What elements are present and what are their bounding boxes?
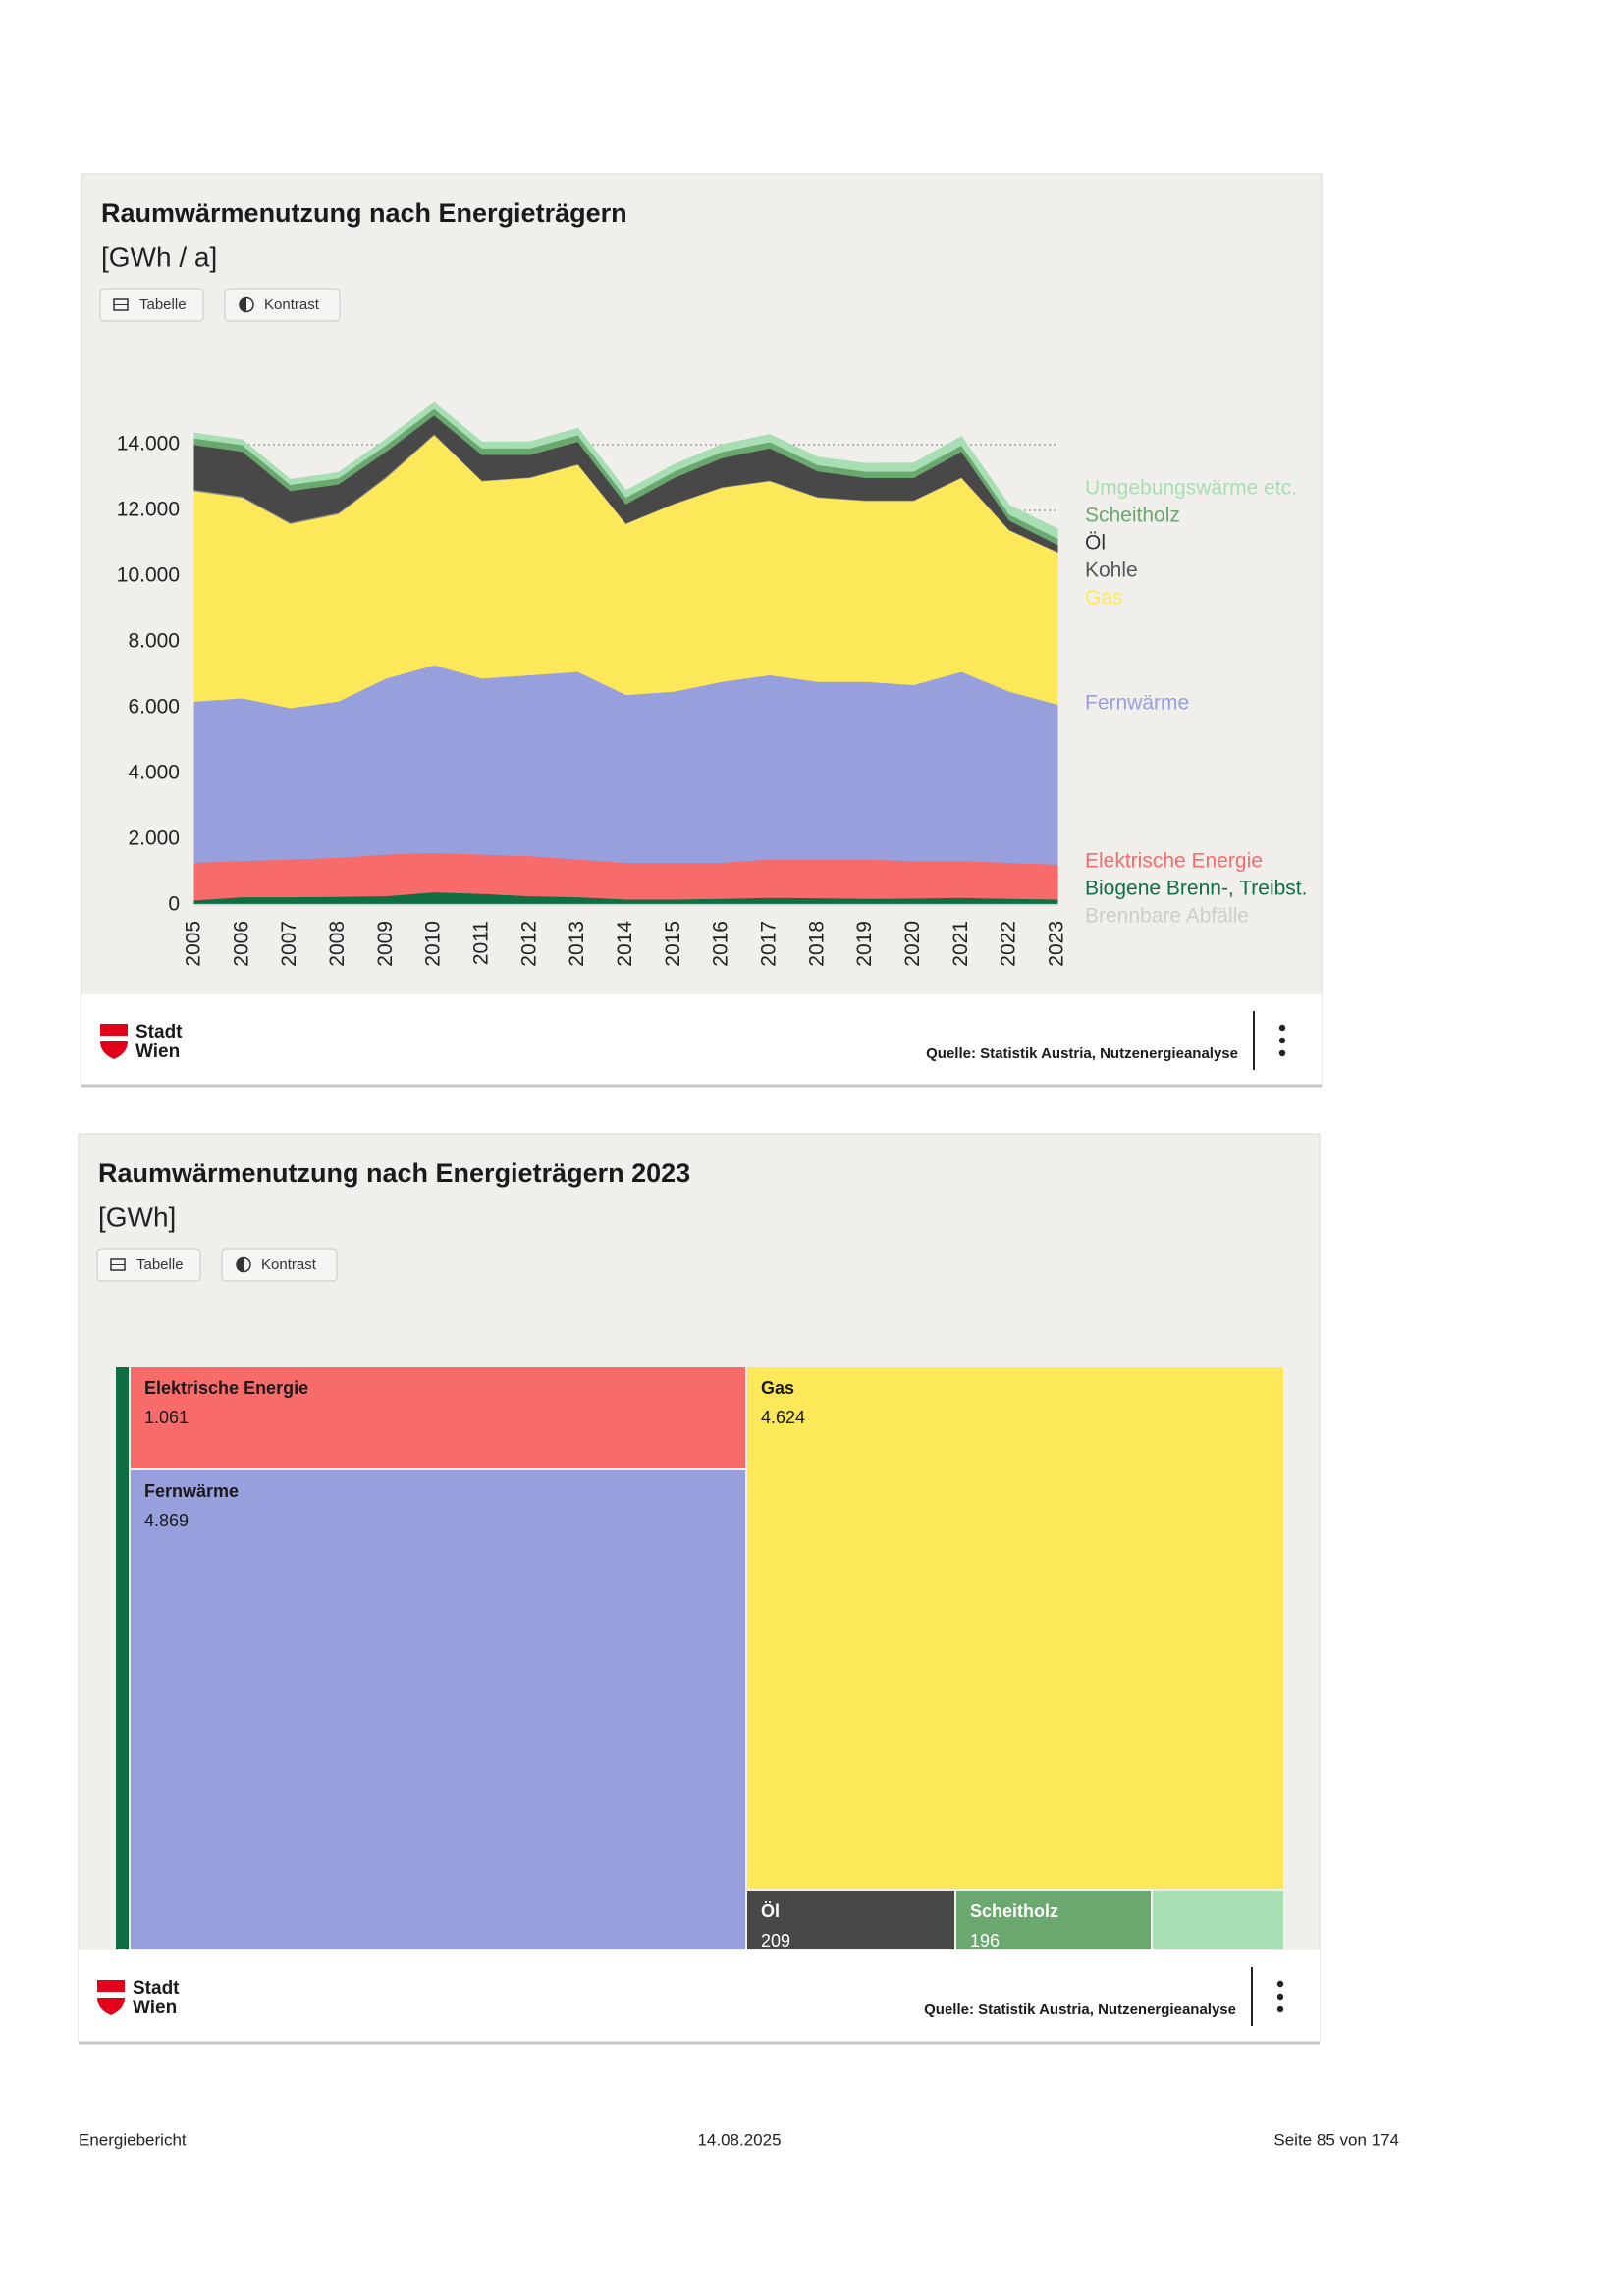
- contrast-icon: [240, 297, 246, 312]
- menu-dot: [1278, 1049, 1286, 1057]
- x-tick-label: 2021: [949, 921, 972, 967]
- x-tick-label: 2012: [517, 921, 540, 967]
- logo-text: Wien: [135, 1041, 180, 1062]
- logo-stripe: [100, 1036, 128, 1041]
- y-tick-label: 10.000: [117, 564, 180, 587]
- x-tick-label: 2023: [1046, 921, 1068, 967]
- menu-dot: [1276, 1980, 1284, 1988]
- button[interactable]: Tabelle: [99, 288, 204, 322]
- button-label[interactable]: Kontrast: [264, 296, 320, 313]
- tile-value: 4.869: [144, 1511, 189, 1530]
- button-label[interactable]: Tabelle: [139, 296, 187, 313]
- logo-text: Stadt: [135, 1022, 183, 1042]
- card-footer: [81, 994, 1322, 1086]
- page-footer-center: 14.08.2025: [697, 2130, 781, 2149]
- y-tick-label: 6.000: [128, 696, 180, 719]
- legend-label: Kohle: [1085, 560, 1138, 582]
- logo-text: Stadt: [133, 1978, 180, 1999]
- legend-label: Fernwärme: [1085, 692, 1189, 715]
- button[interactable]: Kontrast: [224, 288, 341, 322]
- x-tick-label: 2017: [758, 921, 781, 967]
- logo-stripe: [97, 1992, 125, 1998]
- legend-label: Gas: [1085, 587, 1123, 610]
- page-footer-right: Seite 85 von 174: [1273, 2130, 1399, 2149]
- y-tick-label: 2.000: [128, 828, 180, 850]
- tile: [129, 1468, 747, 1951]
- x-tick-label: 2016: [710, 921, 732, 967]
- treemap-layer: Elektrische Energie 1.061 Fernwärme 4.869 Ga…: [114, 1365, 1285, 1951]
- y-tick-label: 12.000: [117, 499, 180, 521]
- y-tick-label: 4.000: [128, 762, 180, 784]
- x-tick-label: 2006: [230, 921, 252, 967]
- source: Quelle: Statistik Austria, Nutzenergiean…: [924, 2002, 1236, 2018]
- chart-subtitle: [GWh]: [98, 1201, 176, 1232]
- x-tick-label: 2011: [470, 921, 493, 965]
- tile-value: 4.624: [761, 1408, 805, 1427]
- tile-label: Öl: [761, 1901, 780, 1921]
- tile-label: Scheitholz: [970, 1901, 1058, 1921]
- chart-title: Raumwärmenutzung nach Energieträgern: [101, 198, 627, 228]
- button-frame: [96, 1248, 201, 1282]
- tile-value: 1.061: [144, 1408, 189, 1427]
- legend-label: Umgebungswärme etc.: [1085, 477, 1297, 500]
- button-frame: [224, 288, 341, 322]
- x-tick-label: 2014: [614, 921, 636, 967]
- legend-label: Elektrische Energie: [1085, 850, 1263, 873]
- source: Quelle: Statistik Austria, Nutzenergiean…: [926, 1045, 1238, 1062]
- y-tick-label: 0: [168, 893, 180, 916]
- x-tick-label: 2019: [853, 921, 876, 967]
- x-tick-label: 2009: [374, 921, 397, 967]
- menu-button[interactable]: [1278, 1024, 1286, 1057]
- tile-label: Elektrische Energie: [144, 1378, 308, 1398]
- legend-label: Öl: [1085, 532, 1106, 555]
- y-tick-label: 8.000: [128, 630, 180, 653]
- tile: [1151, 1889, 1285, 1951]
- tile-label: Gas: [761, 1378, 794, 1398]
- tile: [745, 1365, 1285, 1891]
- x-tick-label: 2018: [805, 921, 828, 967]
- button[interactable]: Tabelle: [96, 1248, 201, 1282]
- button-frame: [221, 1248, 338, 1282]
- button-label[interactable]: Tabelle: [136, 1256, 184, 1273]
- x-tick-label: 2022: [998, 921, 1020, 967]
- legend-label: Biogene Brenn-, Treibst.: [1085, 878, 1307, 900]
- x-tick-label: 2020: [901, 921, 924, 967]
- button-frame: [99, 288, 204, 322]
- x-tick-label: 2008: [326, 921, 349, 967]
- legend-label: Scheitholz: [1085, 505, 1180, 527]
- x-tick-label: 2005: [183, 921, 205, 967]
- menu-button[interactable]: [1276, 1980, 1284, 2013]
- x-tick-label: 2010: [422, 921, 445, 967]
- menu-dot: [1276, 1993, 1284, 2001]
- menu-dot: [1278, 1024, 1286, 1032]
- tile-label: Fernwärme: [144, 1481, 239, 1501]
- button-label[interactable]: Kontrast: [261, 1256, 317, 1273]
- card-footer: [79, 1950, 1320, 2043]
- chart-subtitle: [GWh / a]: [101, 241, 217, 272]
- tile: [114, 1365, 131, 1951]
- menu-dot: [1276, 2005, 1284, 2013]
- logo-text: Wien: [133, 1998, 177, 2018]
- chart-title: Raumwärmenutzung nach Energieträgern 202…: [98, 1158, 690, 1188]
- x-tick-label: 2015: [662, 921, 684, 967]
- y-tick-label: 14.000: [117, 433, 180, 455]
- menu-dot: [1278, 1037, 1286, 1044]
- tile-value: 196: [970, 1931, 1000, 1950]
- x-tick-label: 2013: [566, 921, 588, 967]
- area: [193, 401, 1058, 539]
- button[interactable]: Kontrast: [221, 1248, 338, 1282]
- tile-value: 209: [761, 1931, 790, 1950]
- contrast-icon: [237, 1257, 244, 1272]
- page-footer-left: Energiebericht: [79, 2130, 187, 2149]
- x-tick-label: 2007: [278, 921, 300, 967]
- legend-label: Brennbare Abfälle: [1085, 905, 1249, 928]
- chart-layer: Raumwärmenutzung nach Energieträgern [GWh…: [79, 198, 1399, 2149]
